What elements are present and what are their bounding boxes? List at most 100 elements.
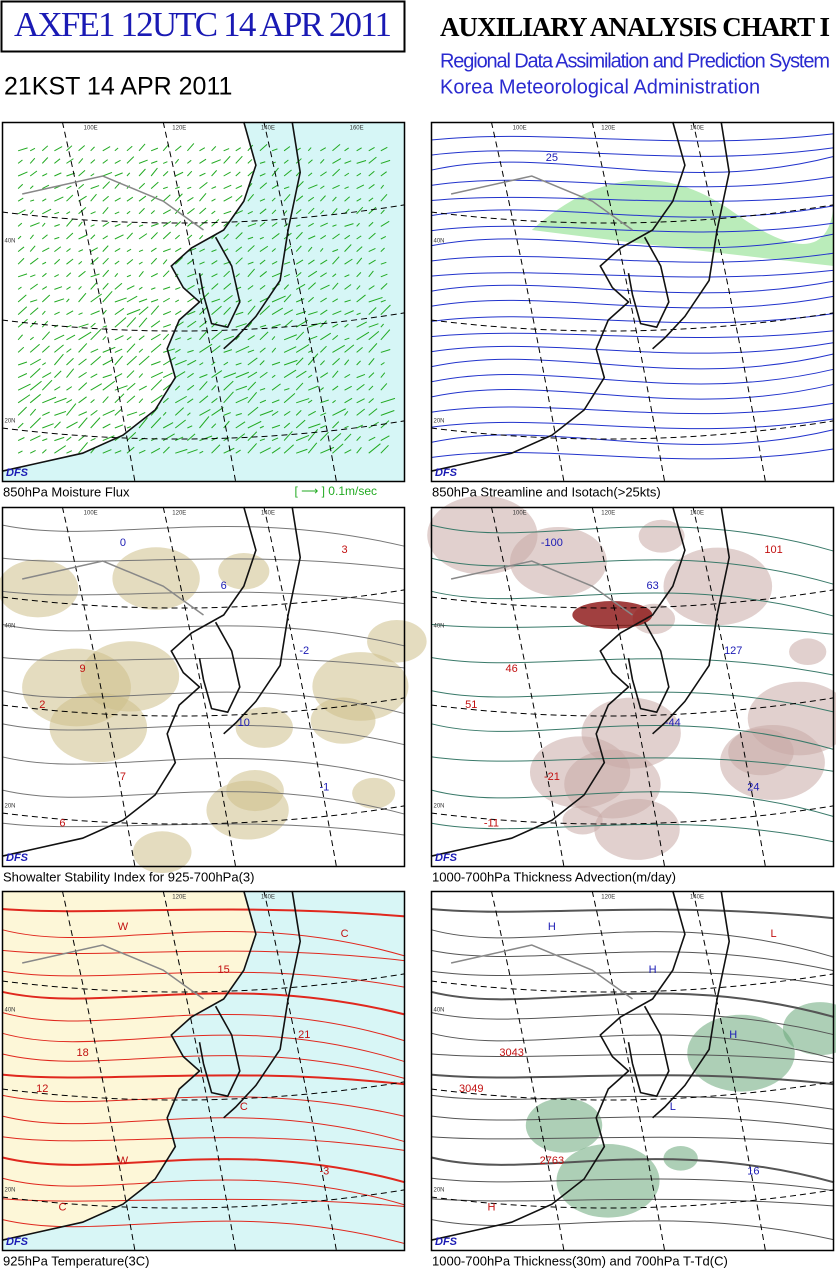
flux-arrow (296, 434, 310, 442)
map-land (431, 891, 685, 1251)
flux-arrow (344, 284, 352, 290)
flux-arrow (126, 196, 134, 202)
flux-arrow (114, 260, 120, 265)
flux-arrow (380, 435, 390, 442)
grid-label: 40N (433, 1007, 444, 1013)
flux-arrow (259, 161, 266, 164)
flux-arrow (247, 322, 253, 328)
flux-arrow (30, 199, 35, 202)
flux-arrow (162, 297, 170, 303)
meridian (490, 506, 565, 868)
meridian (692, 506, 766, 868)
parallel (1, 697, 406, 717)
flux-arrow (235, 171, 241, 177)
grid-label: 160E (350, 126, 364, 132)
flux-arrow (332, 323, 339, 328)
flux-arrow (223, 437, 230, 442)
shaded-area (638, 519, 685, 553)
flux-arrow (150, 167, 158, 177)
flux-arrow (271, 261, 278, 265)
map-label: 18 (76, 1047, 88, 1059)
flux-arrow (162, 231, 171, 240)
flux-arrow (307, 259, 315, 265)
map-label: 0 (120, 537, 126, 549)
contour-line (430, 1094, 835, 1110)
flux-arrow (175, 171, 184, 177)
flux-arrow (259, 271, 267, 278)
flux-arrow (235, 232, 243, 240)
flux-arrow (295, 231, 303, 240)
flux-arrow (41, 222, 46, 227)
flux-arrow (332, 432, 342, 441)
flux-arrow (307, 296, 315, 303)
map-land (2, 891, 256, 1251)
contour-line (430, 1053, 835, 1063)
streamline (430, 402, 835, 415)
flux-arrow (78, 343, 88, 353)
flux-arrow (162, 422, 174, 429)
flux-arrow (296, 224, 301, 227)
flux-arrow (223, 196, 233, 202)
flux-arrow (332, 282, 339, 290)
flux-arrow (17, 209, 26, 215)
coastline (1, 506, 257, 857)
flux-arrow (332, 344, 345, 353)
streamline (430, 155, 835, 173)
contour-line (430, 756, 835, 772)
flux-arrow (17, 286, 22, 290)
flux-arrow (199, 416, 210, 429)
flux-arrow (320, 309, 328, 316)
meridian (263, 506, 337, 868)
flux-arrow (54, 258, 61, 265)
flux-arrow (368, 232, 376, 240)
flux-arrow (29, 358, 41, 366)
flux-arrow (29, 209, 34, 215)
streamline (430, 342, 835, 354)
flux-arrow (344, 223, 354, 227)
flux-arrow (199, 374, 208, 379)
flux-arrow (150, 210, 155, 215)
flux-arrow (235, 195, 243, 202)
meridian (61, 121, 136, 483)
map-label: 127 (724, 645, 742, 657)
flux-arrow (90, 322, 96, 328)
flux-arrow (380, 171, 387, 177)
flux-arrow (17, 197, 24, 202)
flux-arrow (90, 159, 96, 164)
flux-arrow (187, 320, 197, 328)
flux-arrow (332, 334, 339, 341)
flux-arrow (41, 294, 51, 303)
flux-arrow (102, 409, 115, 416)
flux-arrow (114, 159, 121, 164)
flux-arrow (283, 346, 297, 353)
flux-arrow (271, 148, 278, 152)
flux-arrow (283, 309, 294, 316)
flux-arrow (29, 343, 40, 353)
flux-arrow (138, 335, 145, 341)
flux-arrow (211, 159, 221, 164)
parallel (430, 1081, 835, 1101)
flux-arrow (211, 146, 217, 152)
flux-arrow (54, 158, 61, 164)
flux-arrow (29, 234, 34, 240)
flux-legend: [ ⟶ ] 0.1m/sec (294, 484, 377, 498)
coastline (627, 236, 670, 329)
flux-arrow (247, 357, 258, 366)
flux-arrow (247, 285, 254, 290)
flux-arrow (368, 343, 378, 353)
shaded-area (789, 638, 827, 666)
parallel (430, 589, 835, 609)
contour-line (430, 690, 835, 713)
flux-arrow (29, 185, 34, 189)
flux-arrow (29, 170, 38, 177)
flux-arrow (150, 343, 162, 353)
meridian (591, 121, 666, 483)
flux-arrow (114, 197, 121, 202)
flux-arrow (126, 426, 131, 429)
grid-label: 20N (433, 803, 444, 809)
parallel (430, 805, 835, 825)
flux-arrow (320, 332, 332, 341)
flux-arrow (356, 222, 360, 227)
flux-arrow (271, 399, 280, 404)
map-label: C (240, 1101, 248, 1113)
